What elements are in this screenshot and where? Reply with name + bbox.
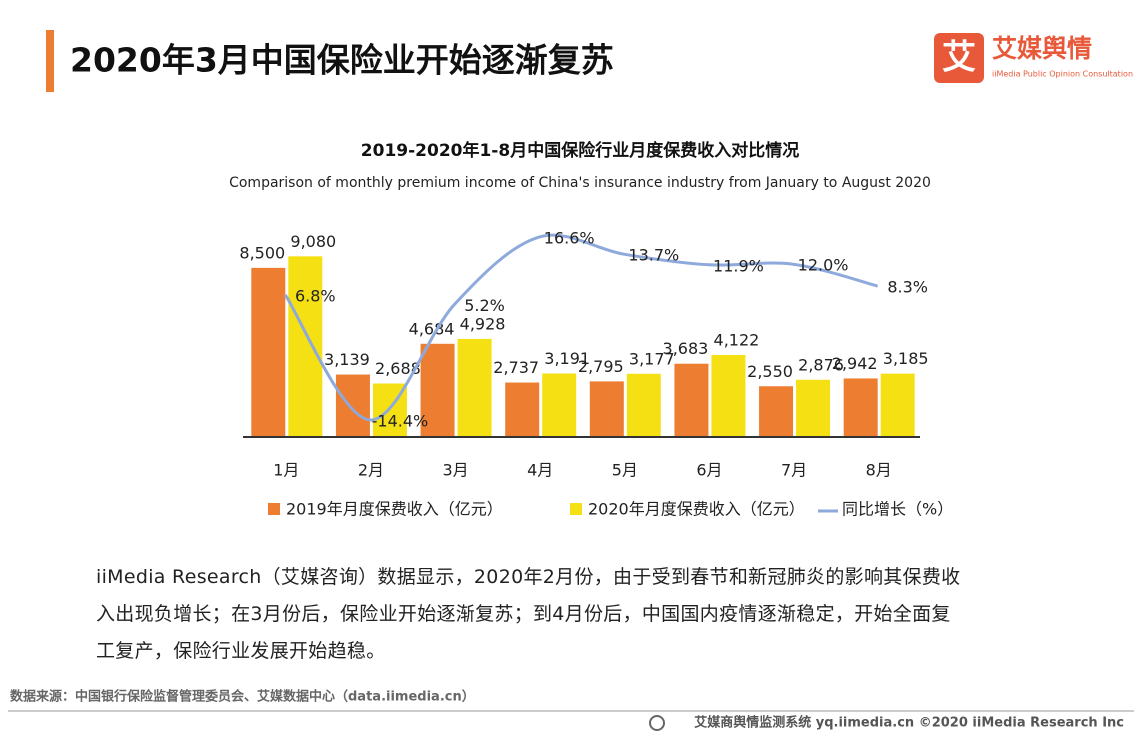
line-label: -14.4% <box>372 411 429 430</box>
bar <box>288 256 323 437</box>
x-tick-label: 6月 <box>696 461 722 480</box>
data-label: 3,683 <box>663 339 709 358</box>
bar <box>251 267 286 437</box>
legend-label: 2019年月度保费收入（亿元） <box>286 500 503 519</box>
bar <box>542 373 577 437</box>
data-label: 2,737 <box>493 358 539 377</box>
x-tick-label: 2月 <box>358 461 384 480</box>
bar <box>674 363 709 437</box>
logo-box <box>934 33 984 83</box>
data-label: 2,795 <box>578 357 624 376</box>
growth-line <box>284 233 879 422</box>
logo-icon: 艾 <box>942 38 976 78</box>
x-tick-label: 8月 <box>866 461 892 480</box>
line-label: 16.6% <box>544 229 595 248</box>
body-text: iiMedia Research（艾媒咨询）数据显示，2020年2月份，由于受到… <box>96 566 961 588</box>
footer-icon <box>649 715 665 731</box>
data-label: 2,876 <box>798 355 844 374</box>
data-label: 2,942 <box>832 354 878 373</box>
data-label: 9,080 <box>290 232 336 251</box>
data-label: 2,688 <box>375 359 421 378</box>
data-label: 4,122 <box>714 330 760 349</box>
logo-name: 艾媒舆情 <box>992 34 1092 63</box>
bar <box>505 382 540 437</box>
data-label: 3,177 <box>629 349 675 368</box>
line-label: 5.2% <box>464 296 505 315</box>
data-label: 3,139 <box>324 350 370 369</box>
line-label: 13.7% <box>628 246 679 265</box>
x-tick-label: 5月 <box>612 461 638 480</box>
x-tick-label: 4月 <box>527 461 553 480</box>
body-text: 工复产，保险行业发展开始趋稳。 <box>96 640 386 662</box>
legend-swatch <box>268 503 280 515</box>
line-label: 12.0% <box>798 256 849 275</box>
legend-label: 同比增长（%） <box>842 500 953 519</box>
logo-sub: iiMedia Public Opinion Consultation <box>992 70 1133 79</box>
bar <box>880 373 915 437</box>
line-label: 6.8% <box>295 286 336 305</box>
bar <box>335 374 370 437</box>
data-label: 8,500 <box>239 243 285 262</box>
bar <box>759 386 794 437</box>
bar <box>626 373 661 437</box>
bar <box>457 338 492 437</box>
bar <box>420 343 455 437</box>
legend-label: 2020年月度保费收入（亿元） <box>588 500 805 519</box>
line-label: 8.3% <box>887 278 928 297</box>
line-label: 11.9% <box>713 256 764 275</box>
x-tick-label: 7月 <box>781 461 807 480</box>
data-label: 4,684 <box>409 319 455 338</box>
data-label: 3,185 <box>883 349 929 368</box>
data-label: 3,191 <box>544 349 590 368</box>
x-tick-label: 3月 <box>442 461 468 480</box>
page-title: 2020年3月中国保险业开始逐渐复苏 <box>70 41 614 80</box>
body-text: 入出现负增长；在3月份后，保险业开始逐渐复苏；到4月份后，中国国内疫情逐渐稳定，… <box>96 603 951 625</box>
bar <box>843 378 878 437</box>
data-label: 2,550 <box>747 362 793 381</box>
chart-subtitle: Comparison of monthly premium income of … <box>229 175 931 191</box>
x-tick-label: 1月 <box>273 461 299 480</box>
legend-swatch <box>570 503 582 515</box>
bar <box>796 379 831 437</box>
data-label: 4,928 <box>460 314 506 333</box>
bar <box>589 381 624 437</box>
footer-copyright: 艾媒商舆情监测系统 yq.iimedia.cn ©2020 iiMedia Re… <box>694 715 1124 731</box>
chart-title: 2019-2020年1-8月中国保险行业月度保费收入对比情况 <box>361 140 799 161</box>
footer-source: 数据来源：中国银行保险监督管理委员会、艾媒数据中心（data.iimedia.c… <box>10 689 475 705</box>
bar <box>711 354 746 437</box>
title-accent <box>46 30 54 92</box>
